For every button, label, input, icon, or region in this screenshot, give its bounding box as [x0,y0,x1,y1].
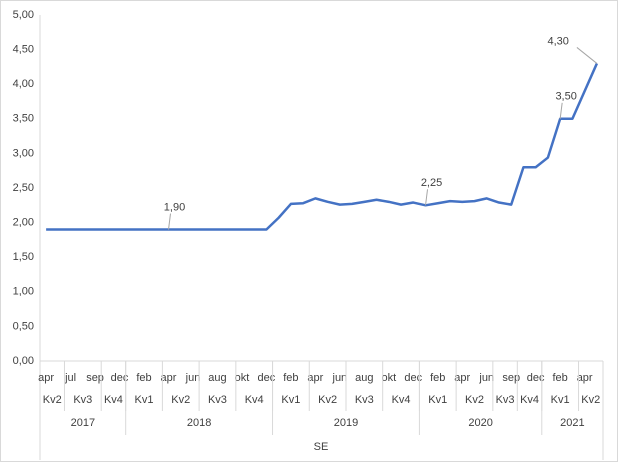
x-tick-label: sep [86,372,104,384]
year-label: 2017 [71,417,95,429]
y-tick-label: 4,50 [13,44,34,56]
x-tick-label: apr [454,372,470,384]
x-tick-label: okt [235,372,250,384]
year-label: 2021 [560,417,584,429]
quarter-label: Kv1 [135,394,154,406]
x-tick-label: apr [577,372,593,384]
x-axis-label: SE [314,441,329,453]
x-tick-label: dec [527,372,545,384]
quarter-label: Kv4 [392,394,411,406]
data-line [46,62,599,231]
label-leader [559,102,563,119]
quarter-label: Kv4 [520,394,539,406]
x-tick-label: jun [185,372,201,384]
quarter-label: Kv2 [581,394,600,406]
y-tick-label: 3,00 [13,147,34,159]
x-tick-label: aug [355,372,373,384]
x-tick-label: feb [136,372,151,384]
quarter-label: Kv3 [355,394,374,406]
x-tick-label: apr [38,372,54,384]
year-label: 2020 [468,417,492,429]
quarter-label: Kv2 [43,394,62,406]
x-tick-label: dec [404,372,422,384]
x-tick-label: feb [430,372,445,384]
y-tick-label: 2,00 [13,217,34,229]
y-tick-label: 3,50 [13,113,34,125]
data-label: 3,50 [555,91,576,103]
y-tick-label: 4,00 [13,78,34,90]
y-tick-label: 1,00 [13,286,34,298]
x-tick-label: okt [381,372,396,384]
x-tick-label: feb [283,372,298,384]
quarter-label: Kv2 [171,394,190,406]
x-tick-label: sep [502,372,520,384]
x-tick-label: apr [307,372,323,384]
quarter-label: Kv4 [104,394,123,406]
y-tick-label: 2,50 [13,182,34,194]
label-leader [168,213,172,230]
data-label: 4,30 [547,35,568,47]
quarter-label: Kv1 [428,394,447,406]
x-tick-label: apr [161,372,177,384]
x-tick-label: dec [111,372,129,384]
data-label: 2,25 [421,177,442,189]
y-tick-label: 1,50 [13,251,34,263]
quarter-label: Kv4 [245,394,264,406]
year-label: 2019 [334,417,358,429]
quarter-label: Kv1 [551,394,570,406]
quarter-label: Kv2 [465,394,484,406]
x-tick-label: dec [258,372,276,384]
year-label: 2018 [187,417,211,429]
quarter-label: Kv3 [496,394,515,406]
y-tick-label: 5,00 [13,9,34,21]
x-tick-label: feb [553,372,568,384]
x-tick-label: jun [332,372,348,384]
x-tick-label: jun [478,372,494,384]
y-tick-label: 0,50 [13,320,34,332]
label-leader [425,189,429,206]
quarter-label: Kv1 [281,394,300,406]
label-leader [576,47,598,64]
quarter-label: Kv3 [73,394,92,406]
y-tick-label: 0,00 [13,355,34,367]
quarter-label: Kv3 [208,394,227,406]
x-tick-label: jul [64,372,76,384]
x-tick-label: aug [208,372,226,384]
quarter-label: Kv2 [318,394,337,406]
data-label: 1,90 [164,201,185,213]
